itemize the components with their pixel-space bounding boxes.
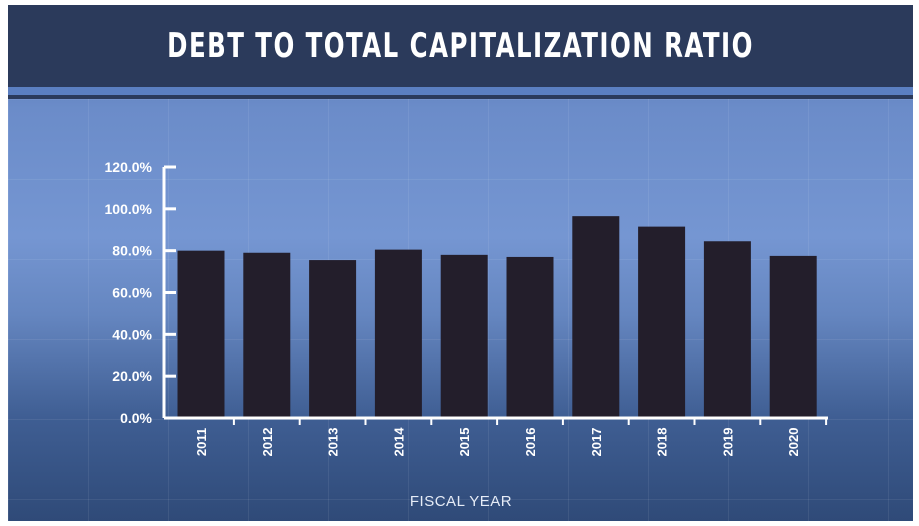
chart-frame: DEBT TO TOTAL CAPITALIZATION RATIO 0.0% 2…: [8, 5, 913, 521]
bar-2014: [374, 249, 422, 418]
chart-header: DEBT TO TOTAL CAPITALIZATION RATIO: [8, 5, 913, 87]
bar-2013: [309, 260, 357, 418]
y-tick-label: 80.0%: [112, 243, 152, 259]
x-tick-label: 2019: [720, 428, 735, 457]
y-tick-label: 120.0%: [105, 159, 153, 175]
chart-title: DEBT TO TOTAL CAPITALIZATION RATIO: [167, 26, 754, 66]
y-tick-label: 0.0%: [120, 410, 152, 426]
header-accent-line: [8, 87, 913, 95]
x-tick-label: 2012: [260, 428, 275, 457]
x-tick-label: 2011: [194, 428, 209, 456]
x-tick-label: 2016: [523, 428, 538, 457]
bar-2016: [506, 256, 554, 418]
bar-2017: [572, 216, 620, 418]
bar-2011: [177, 250, 225, 418]
x-tick-label: 2013: [326, 428, 341, 457]
bar-2020: [769, 255, 817, 418]
bar-2018: [638, 226, 686, 418]
x-tick-label: 2015: [457, 428, 472, 457]
x-tick-label: 2018: [655, 428, 670, 457]
bar-2012: [243, 252, 291, 418]
y-tick-label: 100.0%: [105, 201, 153, 217]
header-divider: [8, 95, 913, 99]
bar-2019: [703, 241, 751, 418]
x-tick-label: 2020: [786, 428, 801, 457]
bar-chart: 0.0% 20.0% 40.0% 60.0% 80.0% 100.0% 120.0% 201…: [105, 159, 828, 510]
x-axis: 2011 2012 2013 2014 2015 2016 2017 2018 2019 2020: [164, 416, 828, 457]
y-tick-label: 60.0%: [112, 285, 152, 301]
y-tick-label: 40.0%: [112, 326, 152, 342]
x-axis-title: FISCAL YEAR: [410, 493, 512, 510]
y-axis: 0.0% 20.0% 40.0% 60.0% 80.0% 100.0% 120.0%: [105, 159, 176, 426]
x-tick-label: 2017: [589, 428, 604, 457]
x-tick-label: 2014: [391, 427, 406, 457]
y-tick-label: 20.0%: [112, 368, 152, 384]
bar-2015: [440, 254, 488, 418]
bars: [177, 216, 817, 418]
